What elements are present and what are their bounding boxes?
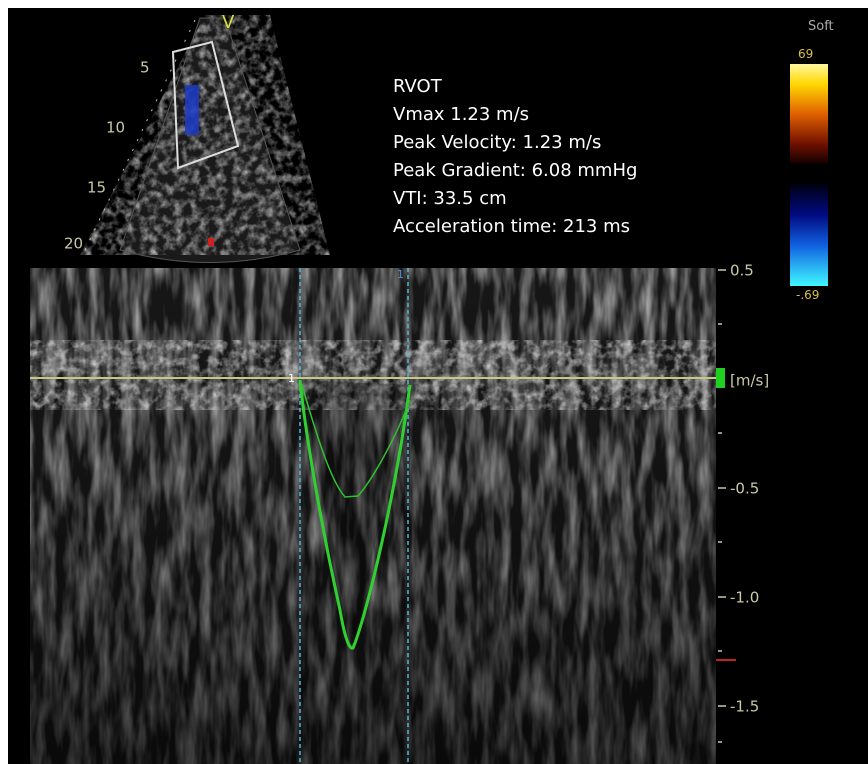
color-max-label: 69 bbox=[798, 47, 813, 61]
measurement-line: Peak Velocity: 1.23 m/s bbox=[393, 132, 601, 153]
scale-label: 0.5 bbox=[730, 262, 754, 280]
scale-label: -1.0 bbox=[730, 589, 759, 607]
baseline-handle bbox=[716, 368, 725, 388]
caliper-label: 1 bbox=[397, 268, 404, 281]
caliper-label: 1 bbox=[288, 372, 295, 385]
depth-label: 15 bbox=[87, 179, 106, 197]
sector-marker: V bbox=[222, 12, 235, 33]
depth-label: 10 bbox=[106, 119, 125, 137]
measurement-line: Peak Gradient: 6.08 mmHg bbox=[393, 160, 637, 181]
scale-unit: [m/s] bbox=[730, 372, 769, 390]
color-bar-negative bbox=[790, 184, 828, 286]
doppler-spectrum bbox=[30, 268, 716, 764]
color-preset: Soft bbox=[808, 19, 834, 34]
depth-label: 20 bbox=[64, 235, 83, 253]
measurement-line: VTI: 33.5 cm bbox=[393, 188, 507, 209]
color-min-label: -.69 bbox=[796, 288, 819, 302]
scale-label: -1.5 bbox=[730, 698, 759, 716]
echo-screenshot: V 5 10 15 20 RVOT Vmax 1.23 m/s Peak Velo… bbox=[0, 0, 868, 764]
color-bar-positive bbox=[790, 64, 828, 164]
measurement-line: Vmax 1.23 m/s bbox=[393, 104, 529, 125]
view-label: RVOT bbox=[393, 76, 443, 97]
measurement-line: Acceleration time: 213 ms bbox=[393, 216, 630, 237]
scale-label: -0.5 bbox=[730, 480, 759, 498]
depth-label: 5 bbox=[140, 59, 150, 77]
